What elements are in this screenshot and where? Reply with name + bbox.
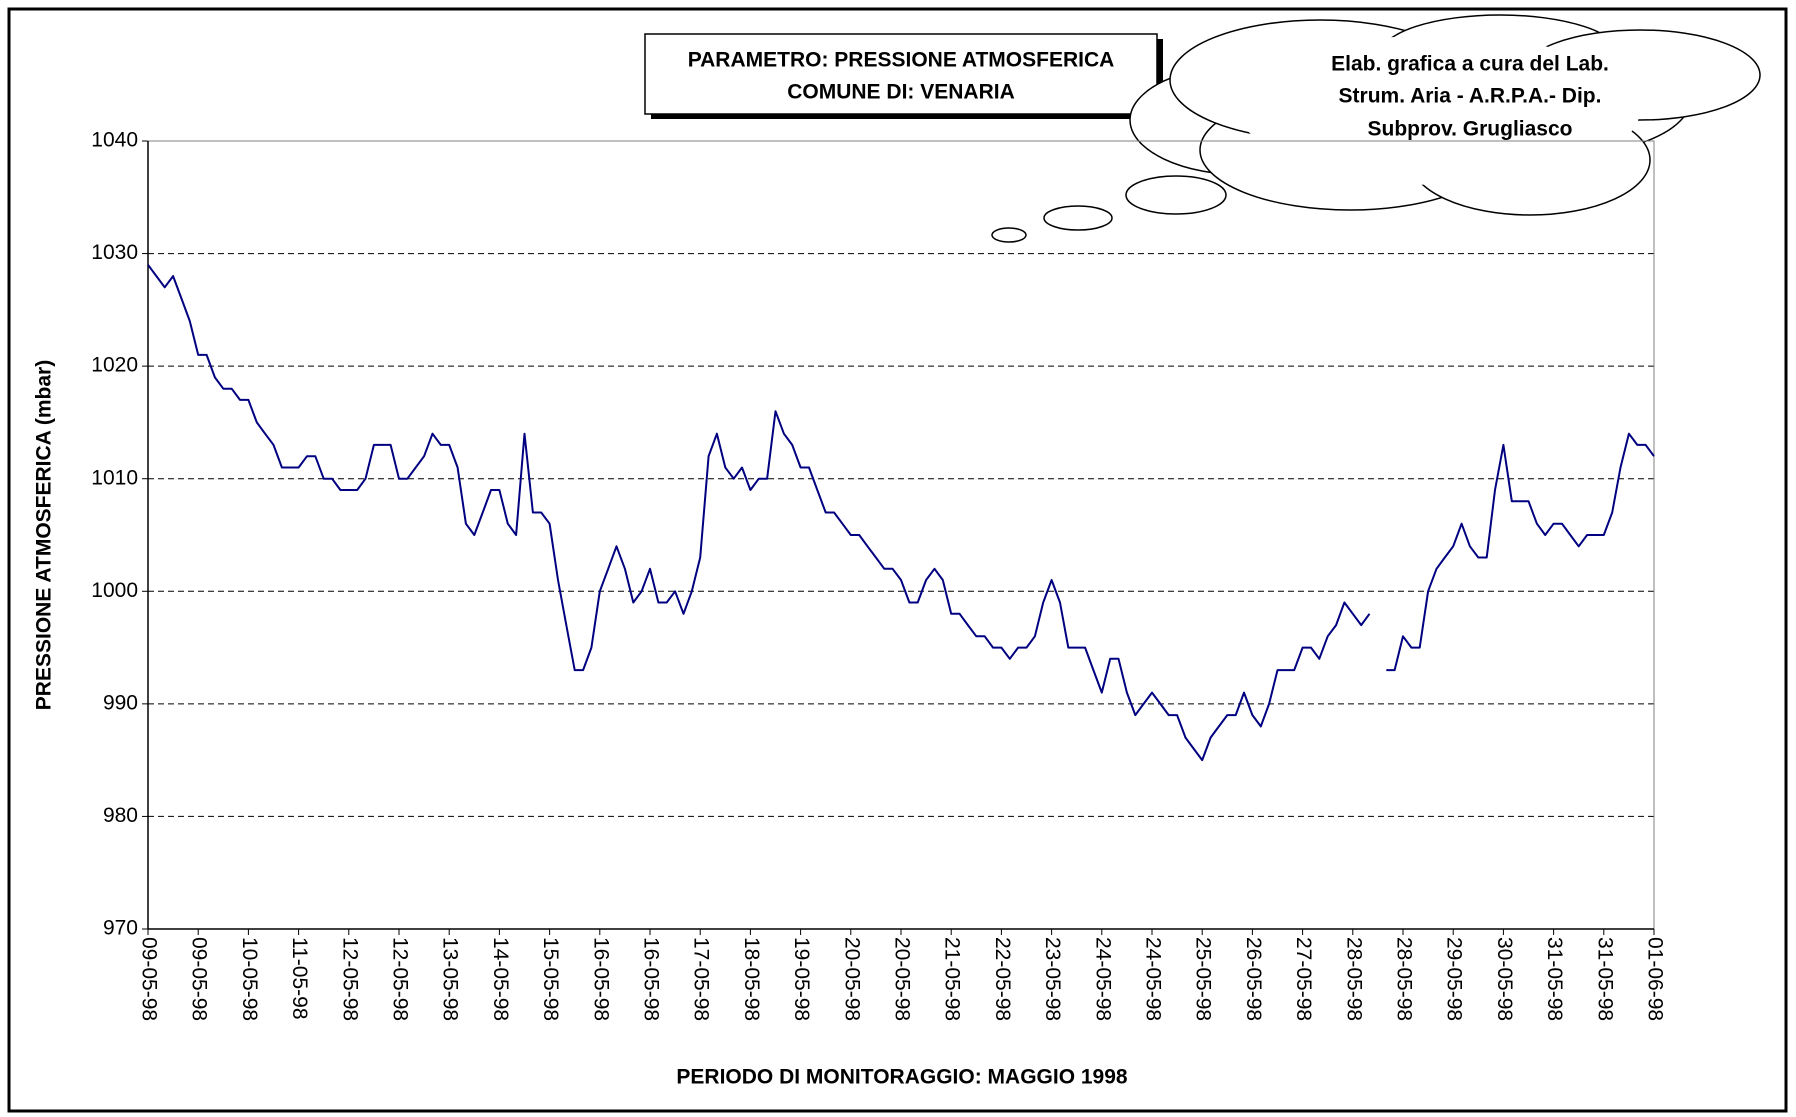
annotation: Strum. Aria - A.R.P.A.- Dip. bbox=[1339, 85, 1602, 108]
y-tick-label: 1000 bbox=[91, 579, 138, 602]
y-tick-label: 1040 bbox=[91, 129, 138, 152]
x-tick-label: 12-05-98 bbox=[338, 937, 361, 1021]
x-tick-label: 15-05-98 bbox=[539, 937, 562, 1021]
cloud bbox=[1129, 14, 1761, 216]
x-tick-label: 18-05-98 bbox=[740, 937, 763, 1021]
x-tick-label: 09-05-98 bbox=[188, 937, 211, 1021]
y-tick-label: 1020 bbox=[91, 354, 138, 377]
x-tick-label: 22-05-98 bbox=[991, 937, 1014, 1021]
title-box bbox=[644, 33, 1158, 115]
y-tick-label: 990 bbox=[103, 691, 138, 714]
x-tick-label: 09-05-98 bbox=[137, 937, 160, 1021]
x-tick-label: 27-05-98 bbox=[1292, 937, 1315, 1021]
chart-title: PARAMETRO: PRESSIONE ATMOSFERICA bbox=[688, 49, 1115, 72]
x-axis-title: PERIODO DI MONITORAGGIO: MAGGIO 1998 bbox=[676, 1066, 1127, 1089]
data-line bbox=[1386, 432, 1655, 672]
y-tick-label: 980 bbox=[103, 804, 138, 827]
x-tick-label: 24-05-98 bbox=[1091, 937, 1114, 1021]
x-tick-label: 31-05-98 bbox=[1543, 937, 1566, 1021]
annotation: Subprov. Grugliasco bbox=[1368, 118, 1573, 141]
x-tick-label: 16-05-98 bbox=[589, 937, 612, 1021]
x-tick-label: 28-05-98 bbox=[1392, 937, 1415, 1021]
y-tick-label: 1010 bbox=[91, 466, 138, 489]
annotation: Elab. grafica a cura del Lab. bbox=[1331, 53, 1609, 76]
x-tick-label: 16-05-98 bbox=[639, 937, 662, 1021]
x-tick-label: 12-05-98 bbox=[388, 937, 411, 1021]
x-tick-label: 20-05-98 bbox=[890, 937, 913, 1021]
x-tick-label: 26-05-98 bbox=[1242, 937, 1265, 1021]
x-tick-label: 01-06-98 bbox=[1643, 937, 1666, 1021]
x-tick-label: 14-05-98 bbox=[489, 937, 512, 1021]
x-tick-label: 25-05-98 bbox=[1192, 937, 1215, 1021]
x-tick-label: 23-05-98 bbox=[1041, 937, 1064, 1021]
x-tick-label: 28-05-98 bbox=[1342, 937, 1365, 1021]
x-tick-label: 13-05-98 bbox=[439, 937, 462, 1021]
x-tick-label: 31-05-98 bbox=[1593, 937, 1616, 1021]
chart-title: COMUNE DI: VENARIA bbox=[787, 81, 1015, 104]
y-tick-label: 1030 bbox=[91, 241, 138, 264]
y-tick-label: 970 bbox=[103, 917, 138, 940]
x-tick-label: 19-05-98 bbox=[790, 937, 813, 1021]
x-tick-label: 30-05-98 bbox=[1493, 937, 1516, 1021]
x-tick-label: 11-05-98 bbox=[288, 937, 311, 1020]
y-axis-title: PRESSIONE ATMOSFERICA (mbar) bbox=[33, 360, 56, 710]
data-line bbox=[147, 264, 1371, 762]
x-tick-label: 29-05-98 bbox=[1443, 937, 1466, 1021]
x-tick-label: 17-05-98 bbox=[690, 937, 713, 1021]
x-tick-label: 24-05-98 bbox=[1141, 937, 1164, 1021]
x-tick-label: 10-05-98 bbox=[238, 937, 261, 1021]
x-tick-label: 21-05-98 bbox=[941, 937, 964, 1021]
thought-bubble bbox=[991, 175, 1227, 243]
x-tick-label: 20-05-98 bbox=[840, 937, 863, 1021]
